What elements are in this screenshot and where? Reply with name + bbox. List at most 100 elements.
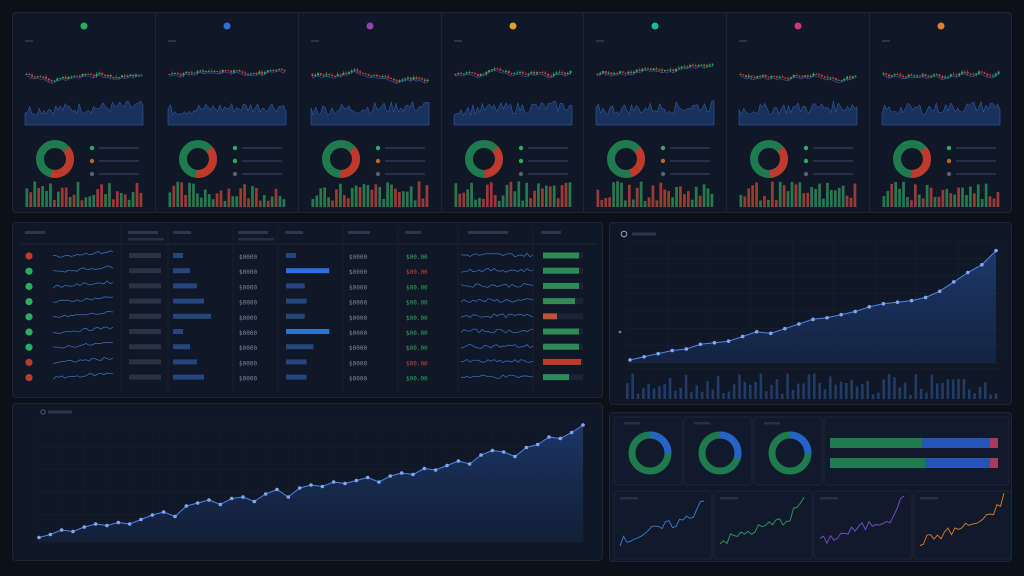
candle-body <box>980 71 983 73</box>
candle-body <box>854 76 857 78</box>
candle-body <box>893 74 896 76</box>
volume-bar <box>695 385 699 399</box>
card-donut-segment <box>178 140 217 178</box>
table-row[interactable]: $0000 $0000 $00.00 <box>25 311 583 322</box>
market-card[interactable] <box>299 13 442 212</box>
volume-bar <box>919 388 923 399</box>
candle-body <box>742 74 745 76</box>
candle-body <box>529 71 532 74</box>
card-status-dot <box>937 22 945 30</box>
row-sparkline <box>52 311 114 318</box>
candle-body <box>275 69 278 71</box>
card-volume-bar <box>691 199 695 207</box>
card-volume-bar <box>636 187 639 207</box>
candle-body <box>45 76 48 79</box>
card-legend-dot <box>518 171 523 177</box>
card-volume-bar <box>25 188 29 207</box>
card-volume-bar <box>405 191 409 207</box>
card-volume-bar <box>882 196 886 207</box>
card-volume-bar <box>965 194 968 207</box>
row-weight-bar <box>173 253 183 258</box>
data-point <box>881 301 886 306</box>
market-card[interactable] <box>727 13 871 212</box>
row-status-dot <box>25 298 33 306</box>
market-card[interactable] <box>156 13 299 212</box>
candle-body <box>896 74 899 76</box>
candle-body <box>224 70 227 72</box>
table-row[interactable]: $0000 $0000 $00.00 <box>25 326 583 337</box>
candle-body <box>33 76 36 78</box>
data-point <box>501 450 506 454</box>
card-volume-bar <box>779 181 782 207</box>
card-volume-bar <box>457 193 461 207</box>
chart-title-label <box>632 232 656 236</box>
card-volume-bar <box>37 187 41 207</box>
candle-body <box>933 74 936 76</box>
candle-body <box>415 77 418 80</box>
market-card[interactable] <box>870 13 1011 212</box>
table-row[interactable]: $0000 $0000 $00.00 <box>25 372 583 383</box>
card-volume-bar <box>683 194 687 207</box>
candle-body <box>453 74 456 75</box>
card-volume-bar <box>68 196 72 207</box>
volume-bar <box>813 373 816 399</box>
candle-body <box>50 80 53 82</box>
row-allocation-track <box>575 298 583 305</box>
table-row[interactable]: $0000 $0000 $00.00 <box>25 250 583 261</box>
row-value-secondary: $0000 <box>349 330 367 337</box>
candle-body <box>67 76 70 79</box>
candle-body <box>182 73 185 76</box>
donut-segment <box>698 431 742 475</box>
table-row[interactable]: $0000 $0000 $00.00 <box>25 280 583 292</box>
card-volume-bar <box>417 181 421 207</box>
market-card[interactable] <box>442 13 585 212</box>
card-volume-bar <box>123 194 127 207</box>
candle-body <box>372 74 375 76</box>
candle-body <box>919 75 922 77</box>
table-header-label <box>25 231 45 234</box>
candle-body <box>745 75 748 77</box>
card-volume-bar <box>489 182 493 207</box>
data-point <box>456 459 461 463</box>
candle-body <box>762 75 765 77</box>
market-card[interactable] <box>584 13 728 212</box>
volume-bar <box>748 384 752 399</box>
candle-body <box>793 75 796 78</box>
candle-body <box>840 80 843 82</box>
candle-body <box>838 79 841 81</box>
candle-body <box>555 72 558 74</box>
card-legend-line <box>241 147 282 149</box>
card-legend-line <box>956 160 997 162</box>
card-status-dot <box>366 22 374 30</box>
table-row[interactable]: $0000 $0000 $00.00 <box>25 265 583 276</box>
card-volume-bar <box>759 200 763 207</box>
candle-body <box>653 68 656 71</box>
candle-body <box>120 75 123 78</box>
card-status-dot <box>80 22 88 30</box>
candle-body <box>697 65 700 67</box>
table-row[interactable]: $0000 $0000 $00.00 <box>25 296 583 307</box>
candle-body <box>401 79 404 81</box>
candle-body <box>426 79 429 82</box>
market-card[interactable] <box>13 13 156 212</box>
card-volume-bar <box>739 194 743 207</box>
table-row[interactable]: $0000 $0000 $00.00 <box>25 357 583 368</box>
data-point <box>642 354 646 359</box>
volume-bar <box>738 374 741 399</box>
card-volume-bar <box>921 198 925 207</box>
row-sparkline <box>52 296 114 303</box>
card-area-strip <box>739 100 858 126</box>
market-card-graphics <box>881 22 1001 207</box>
card-legend-dot <box>946 158 952 164</box>
volume-bar <box>711 389 715 399</box>
allocation-panel <box>609 412 1012 562</box>
table-row[interactable]: $0000 $0000 $00.00 <box>25 341 583 352</box>
row-name-block <box>129 298 161 304</box>
card-volume-bar <box>64 187 68 207</box>
row-weight-bar <box>173 359 197 365</box>
candle-body <box>244 72 247 74</box>
candle-body <box>199 70 202 72</box>
area-fill <box>39 425 583 542</box>
candle-body <box>527 73 530 75</box>
chart-title-icon <box>40 409 46 415</box>
